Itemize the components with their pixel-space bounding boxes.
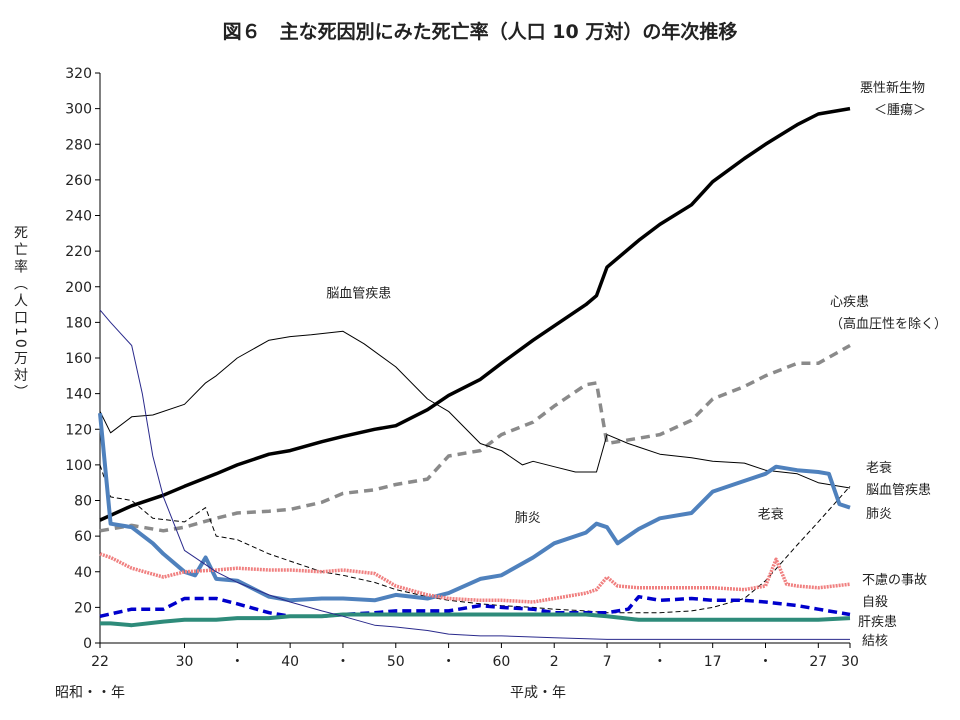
x-axis: 22 30 ・ 40 ・ 50 ・ 60 2 7 ・ 17 ・ 27 30: [91, 642, 859, 670]
x-tick-label: ・: [442, 654, 456, 670]
series-line: [99, 309, 850, 640]
series-label: 不慮の事故: [862, 573, 927, 588]
y-tick-label: 80: [74, 494, 92, 510]
x-tick-label: 40: [281, 654, 299, 670]
series-line: [99, 594, 851, 619]
y-tick-label: 240: [65, 209, 92, 225]
series-line: [99, 106, 851, 522]
x-tick-label: 22: [91, 654, 109, 670]
x-tick-label: ・: [653, 654, 667, 670]
series-label: 心疾患: [830, 295, 869, 310]
series-line: [100, 612, 851, 628]
series-line: [98, 413, 851, 603]
y-tick-label: 220: [65, 244, 92, 260]
series-line: [99, 330, 851, 489]
y-tick-label: 120: [65, 422, 92, 438]
y-tick-label: 160: [65, 351, 92, 367]
y-axis-label: 死亡率（人口10万対）: [12, 225, 28, 402]
series-label: （高血圧性を除く）: [830, 316, 947, 332]
x-tick-label: 17: [704, 654, 722, 670]
y-tick-label: 40: [74, 565, 92, 581]
series-label: 結核: [862, 634, 888, 649]
y-tick-label: 280: [65, 137, 92, 153]
chart-annotation: 脳血管疾患: [326, 286, 391, 301]
series-line: [99, 464, 851, 614]
x-tick-label: 60: [492, 654, 510, 670]
x-era-label-showa: 昭和・・年: [55, 685, 125, 701]
labels-layer: 悪性新生物＜腫瘍＞心疾患（高血圧性を除く）老衰脳血管疾患肺炎不慮の事故自殺肝疾患…: [326, 80, 947, 649]
y-tick-label: 320: [65, 66, 92, 82]
y-tick-label: 0: [83, 636, 92, 652]
series-line: [99, 552, 851, 604]
series-label: 老衰: [866, 460, 892, 476]
plot-area: 0204060801001201401601802002202402602803…: [65, 66, 947, 670]
y-tick-label: 140: [65, 387, 92, 403]
series-label: 悪性新生物: [860, 80, 925, 96]
x-tick-label: 27: [809, 654, 827, 670]
x-tick-label: ・: [230, 654, 244, 670]
y-tick-label: 100: [65, 458, 92, 474]
y-tick-label: 200: [65, 280, 92, 296]
chart-annotation: 肺炎: [515, 511, 541, 526]
series-label: 自殺: [862, 595, 888, 610]
chart-annotation: 老衰: [758, 506, 784, 522]
series-layer: [98, 106, 851, 640]
series-label: ＜腫瘍＞: [874, 102, 926, 118]
series-line: [99, 343, 851, 533]
x-tick-label: 30: [841, 654, 859, 670]
y-tick-label: 180: [65, 315, 92, 331]
series-label: 脳血管疾患: [866, 483, 931, 498]
y-tick-label: 260: [65, 173, 92, 189]
x-tick-label: 2: [550, 654, 559, 670]
chart-title: 図６ 主な死因別にみた死亡率（人口 10 万対）の年次推移: [223, 20, 738, 43]
x-tick-label: 7: [603, 654, 612, 670]
y-tick-label: 20: [74, 600, 92, 616]
series-label: 肺炎: [866, 507, 892, 522]
x-tick-label: ・: [336, 654, 350, 670]
x-tick-label: 30: [176, 654, 194, 670]
x-era-label-heisei: 平成・年: [510, 685, 566, 701]
y-axis: 0 20 40 60 80 100 120 140 160 180 200 220 240 260 280 3…: [65, 66, 101, 652]
x-tick-label: 50: [387, 654, 405, 670]
series-label: 肝疾患: [858, 615, 897, 630]
y-tick-label: 60: [74, 529, 92, 545]
y-tick-label: 300: [65, 102, 92, 118]
x-tick-label: ・: [758, 654, 772, 670]
